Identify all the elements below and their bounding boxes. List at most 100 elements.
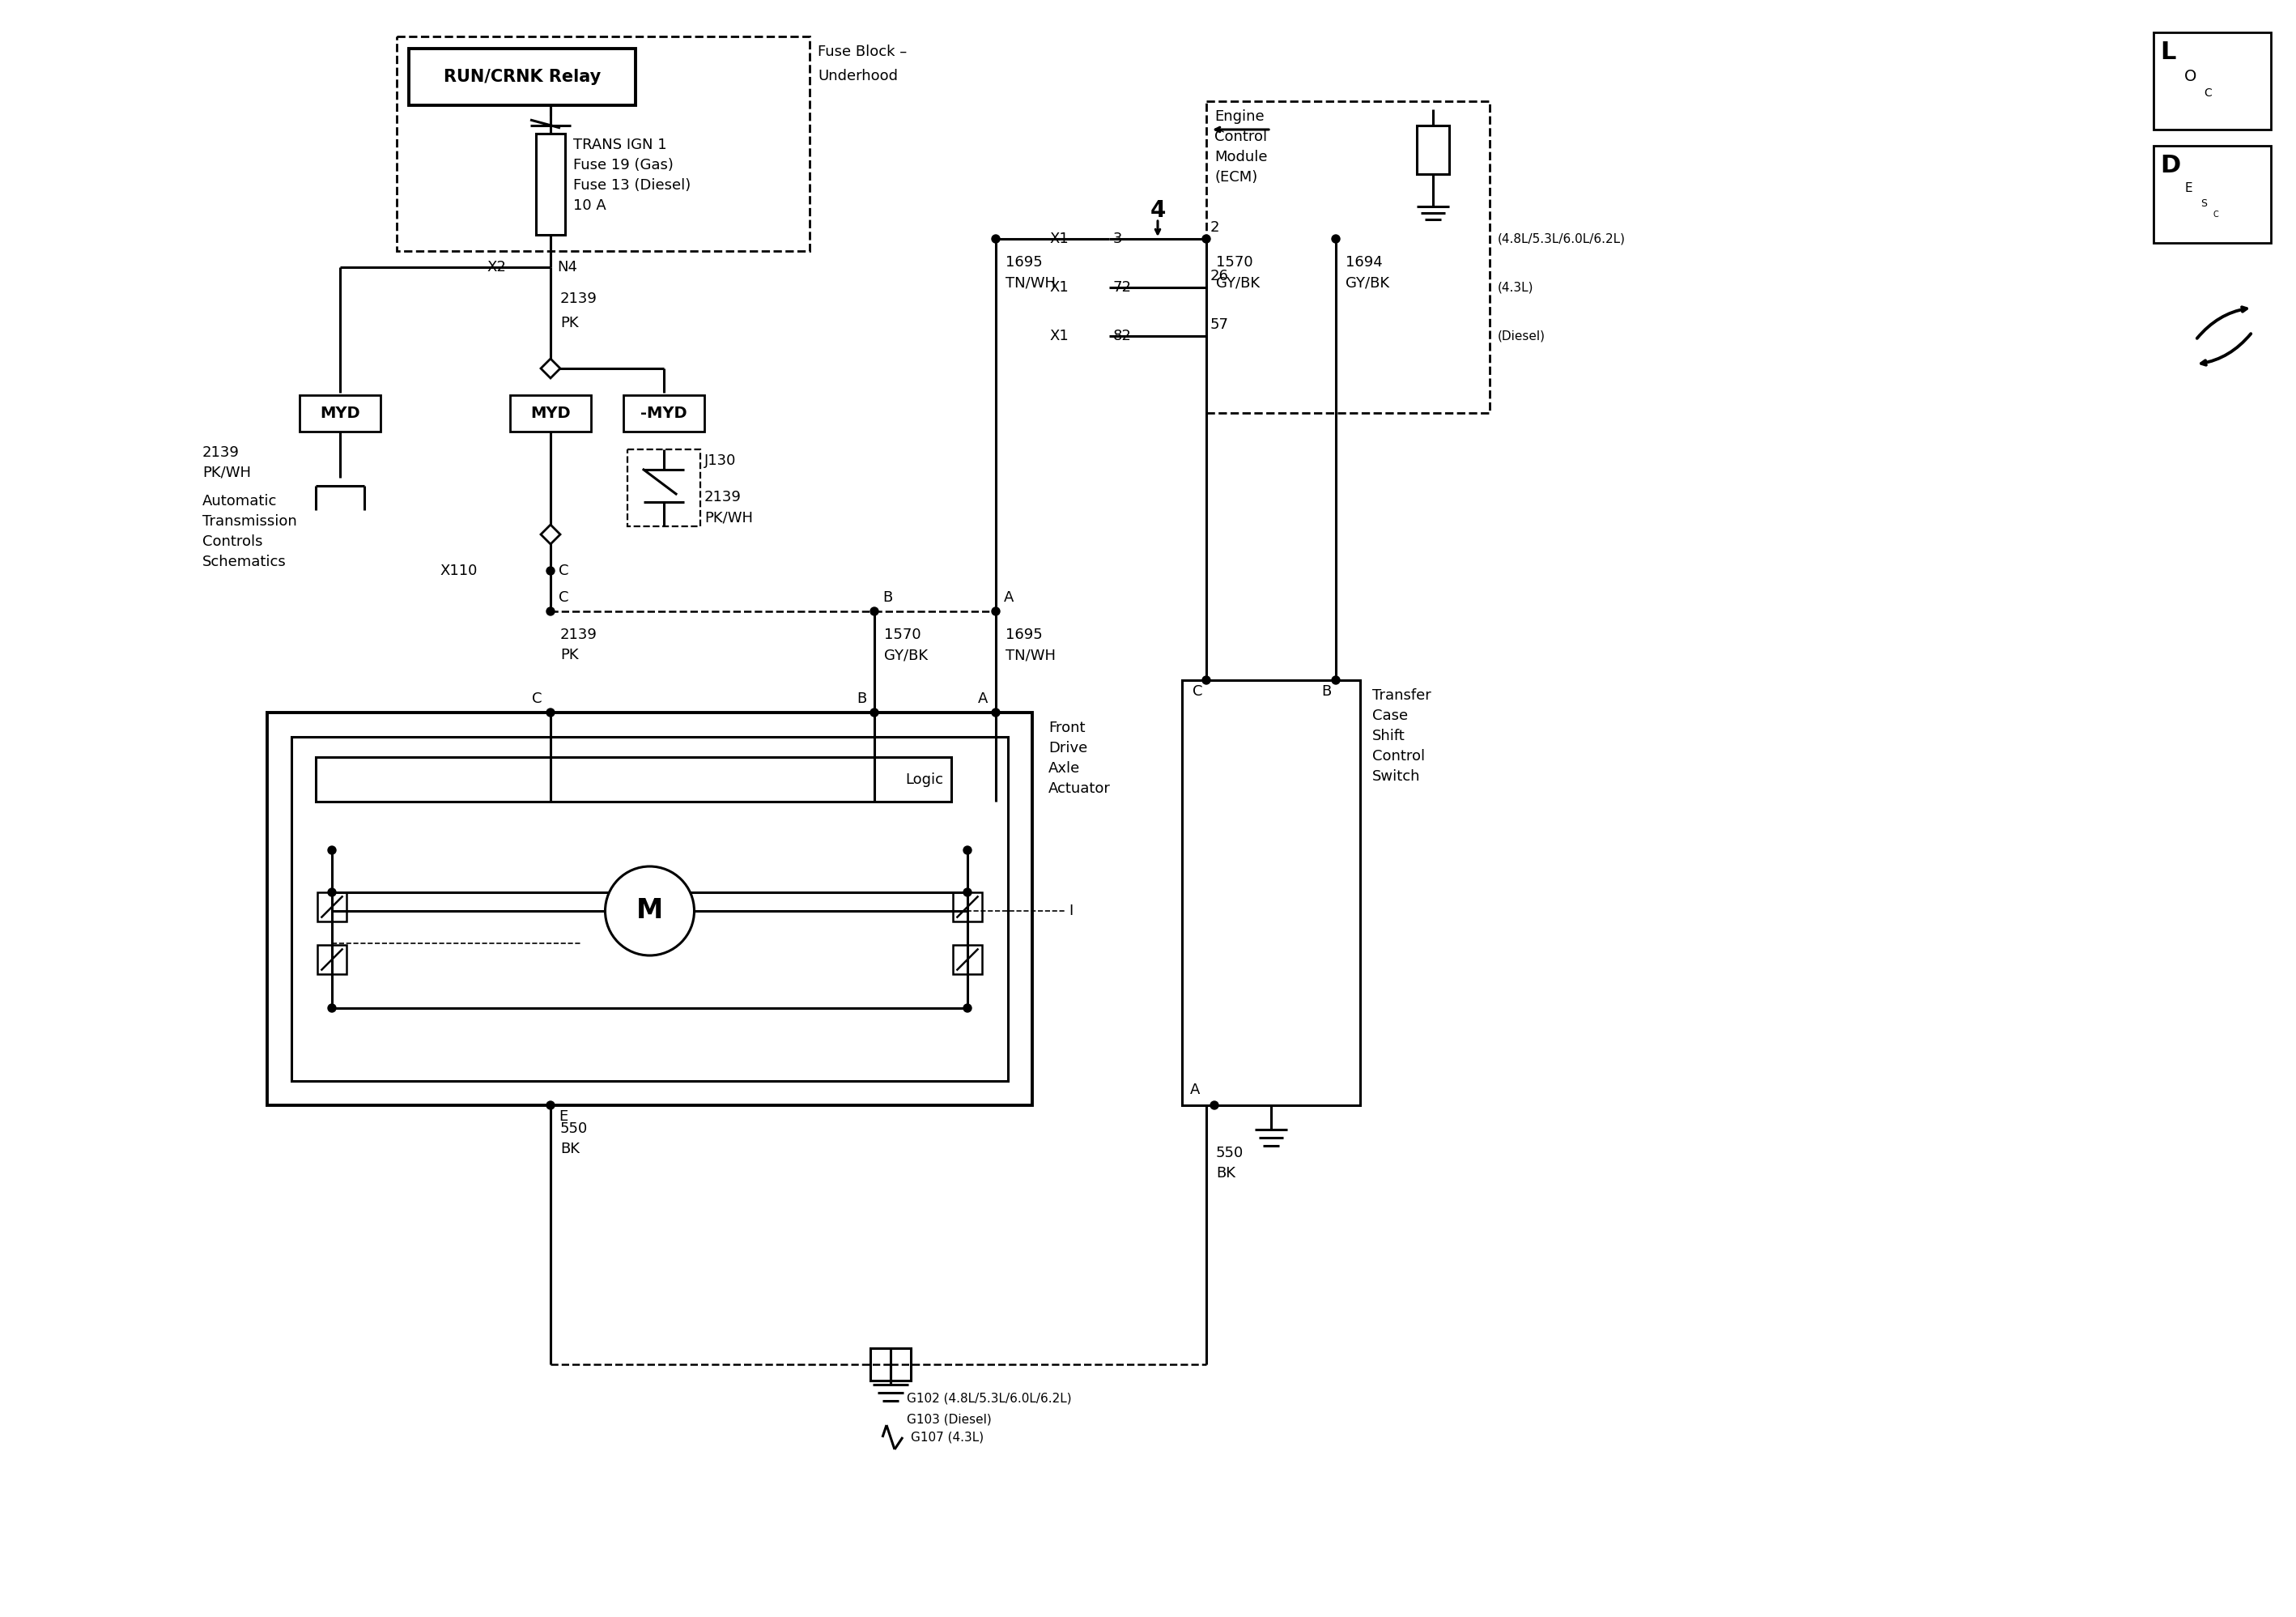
Text: RUN/CRNK Relay: RUN/CRNK Relay [443, 70, 602, 86]
Text: I: I [1068, 904, 1072, 918]
Text: A: A [1003, 590, 1015, 605]
Text: X1: X1 [1049, 231, 1068, 246]
Text: TN/WH: TN/WH [1006, 275, 1056, 289]
Text: G102 (4.8L/5.3L/6.0L/6.2L): G102 (4.8L/5.3L/6.0L/6.2L) [907, 1392, 1072, 1405]
Bar [1182, 681, 1359, 1106]
Circle shape [1332, 676, 1341, 684]
Bar [298, 395, 381, 432]
Text: 1694: 1694 [1345, 255, 1382, 270]
Text: C: C [533, 692, 542, 707]
Bar [1205, 102, 1490, 412]
Circle shape [546, 708, 556, 716]
Text: O: O [2183, 70, 2197, 84]
Bar [317, 893, 347, 922]
Text: Transfer: Transfer [1373, 689, 1430, 703]
Text: 26: 26 [1210, 268, 1228, 283]
Circle shape [546, 568, 556, 576]
Circle shape [964, 1004, 971, 1012]
Text: G107 (4.3L): G107 (4.3L) [912, 1431, 983, 1444]
Text: 2139: 2139 [705, 490, 742, 505]
Text: 1695: 1695 [1006, 627, 1042, 642]
Text: B: B [856, 692, 866, 707]
Text: Actuator: Actuator [1049, 781, 1111, 796]
Text: 10 A: 10 A [574, 199, 606, 213]
Text: Case: Case [1373, 708, 1407, 723]
Text: Switch: Switch [1373, 770, 1421, 784]
Text: 550: 550 [560, 1122, 588, 1137]
Bar [292, 737, 1008, 1082]
Bar [625, 395, 705, 432]
Text: MYD: MYD [530, 406, 572, 420]
Circle shape [546, 608, 556, 616]
Bar [317, 944, 347, 973]
Text: 2139: 2139 [560, 627, 597, 642]
Text: 3: 3 [1114, 231, 1123, 246]
Text: E: E [558, 1109, 567, 1124]
Text: 1570: 1570 [884, 627, 921, 642]
Text: Axle: Axle [1049, 762, 1079, 776]
Text: Shift: Shift [1373, 729, 1405, 744]
Bar [953, 944, 983, 973]
Bar [317, 757, 951, 802]
Text: L: L [2161, 40, 2177, 65]
Text: (Diesel): (Diesel) [1497, 330, 1545, 343]
Text: (4.3L): (4.3L) [1497, 281, 1534, 294]
Text: Drive: Drive [1049, 741, 1088, 755]
Text: C: C [558, 564, 569, 579]
Text: 1695: 1695 [1006, 255, 1042, 270]
Text: C: C [2204, 87, 2211, 99]
Text: B: B [882, 590, 893, 605]
Text: X1: X1 [1049, 328, 1068, 343]
Text: C: C [1192, 684, 1203, 699]
Text: Control: Control [1373, 749, 1426, 763]
Bar [409, 49, 636, 105]
Text: 2139: 2139 [202, 445, 239, 459]
Circle shape [328, 888, 335, 896]
Circle shape [964, 846, 971, 854]
Text: TRANS IGN 1: TRANS IGN 1 [574, 137, 666, 152]
Text: N4: N4 [558, 260, 576, 275]
Bar [1417, 126, 1449, 175]
Text: TN/WH: TN/WH [1006, 648, 1056, 663]
Circle shape [964, 888, 971, 896]
Text: PK: PK [560, 648, 579, 663]
Circle shape [992, 234, 999, 243]
Text: GY/BK: GY/BK [1345, 275, 1389, 289]
Text: S: S [2200, 199, 2206, 209]
Text: A: A [978, 692, 987, 707]
Text: X110: X110 [441, 564, 478, 579]
Polygon shape [542, 524, 560, 545]
Text: 72: 72 [1114, 280, 1132, 294]
Text: Transmission: Transmission [202, 514, 296, 529]
Circle shape [1210, 1101, 1219, 1109]
Text: Engine: Engine [1215, 110, 1265, 125]
Text: M: M [636, 897, 664, 925]
Bar [397, 37, 810, 251]
Bar [266, 713, 1033, 1106]
Bar [2154, 146, 2271, 243]
Bar [870, 1349, 912, 1381]
Text: Schematics: Schematics [202, 555, 287, 569]
Text: 4: 4 [1150, 199, 1166, 222]
Text: 57: 57 [1210, 317, 1228, 331]
Text: C: C [2213, 210, 2218, 218]
Text: 2: 2 [1210, 220, 1219, 234]
Text: Fuse Block –: Fuse Block – [817, 45, 907, 60]
Polygon shape [542, 359, 560, 378]
Text: (ECM): (ECM) [1215, 170, 1258, 184]
Text: E: E [2183, 183, 2193, 194]
Circle shape [1332, 234, 1341, 243]
Text: G103 (Diesel): G103 (Diesel) [907, 1413, 992, 1425]
Circle shape [870, 708, 879, 716]
Text: 82: 82 [1114, 328, 1132, 343]
Circle shape [870, 608, 879, 616]
Text: GY/BK: GY/BK [884, 648, 928, 663]
Text: Underhood: Underhood [817, 70, 898, 84]
Circle shape [992, 708, 999, 716]
Text: A: A [1189, 1083, 1201, 1098]
Text: Controls: Controls [202, 534, 262, 550]
Text: 2139: 2139 [560, 291, 597, 306]
Text: GY/BK: GY/BK [1217, 275, 1261, 289]
Text: PK/WH: PK/WH [705, 509, 753, 524]
Text: BK: BK [1217, 1166, 1235, 1180]
